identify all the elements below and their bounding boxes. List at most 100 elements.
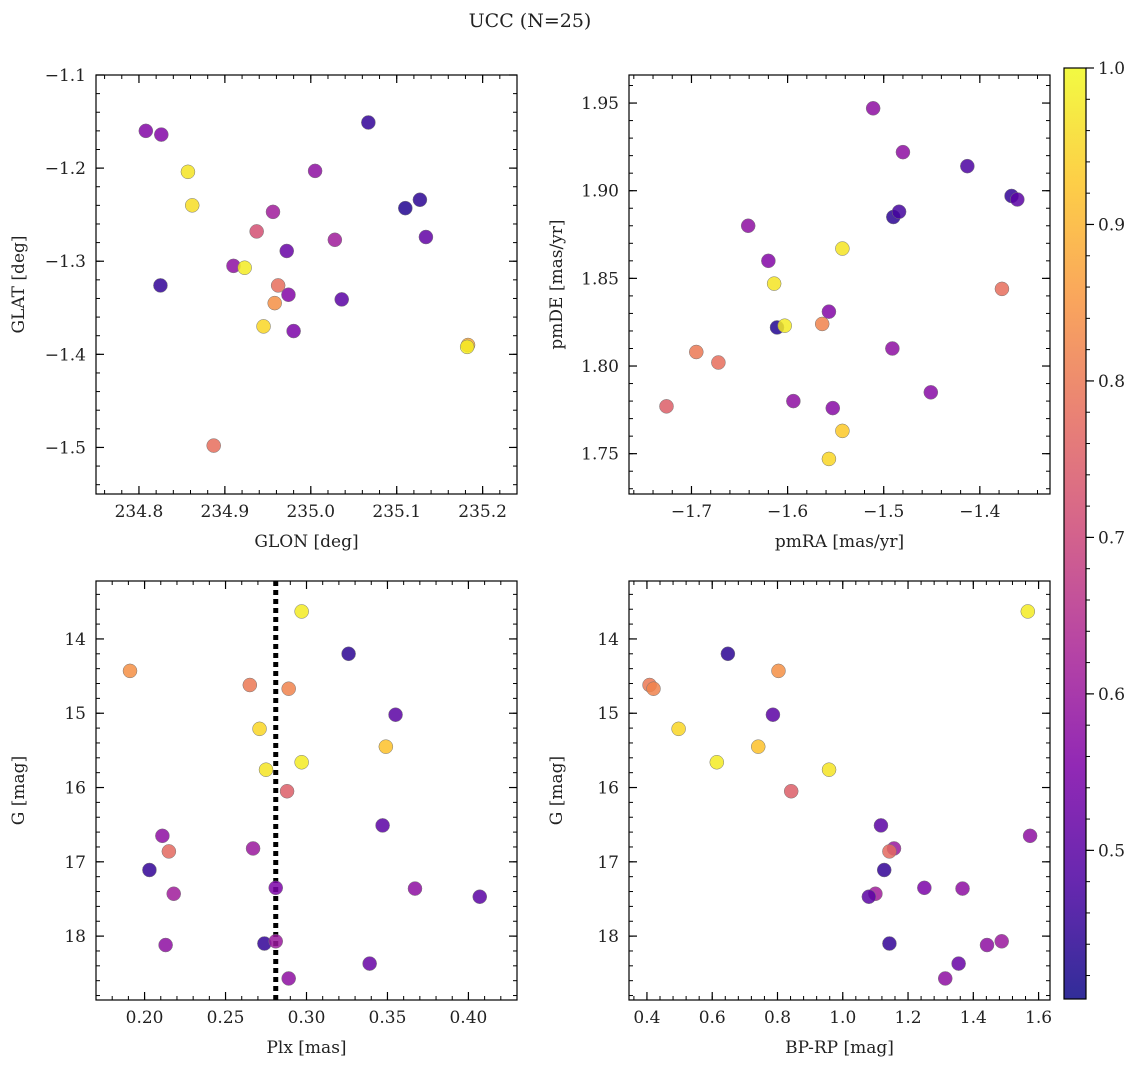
y-tick-label: 14 [597, 630, 619, 650]
data-point [245, 841, 261, 856]
data-point [821, 451, 837, 467]
data-point [281, 287, 296, 302]
data-point [166, 886, 181, 902]
y-tick-label: 16 [597, 779, 619, 799]
y-tick-label: 1.75 [581, 445, 619, 465]
data-point [258, 762, 274, 777]
data-point [265, 204, 281, 220]
y-tick-label: −1.1 [45, 66, 86, 86]
x-tick-label: −1.5 [863, 502, 904, 522]
data-point [472, 889, 488, 904]
data-point [256, 319, 271, 334]
y-tick-label: 15 [597, 704, 619, 724]
y-tick-label: 1.95 [581, 94, 619, 114]
colorbar-tick-label: 1.0 [1098, 59, 1125, 79]
data-point [138, 123, 154, 139]
data-point [267, 295, 282, 311]
x-tick-label: 0.8 [764, 1008, 791, 1028]
axes-frame [628, 74, 1051, 495]
y-tick-label: 18 [597, 927, 619, 947]
data-point [709, 755, 725, 770]
panel-bprp-g: 0.4 0.6 0.8 1.0 1.2 1.4 1.6 14 15 16 17 18 BP-RP [ma… [547, 580, 1052, 1058]
data-point [821, 762, 837, 777]
data-point [249, 224, 264, 239]
x-tick-label: 1.2 [895, 1008, 922, 1028]
x-tick-label: 0.25 [207, 1008, 245, 1028]
data-point [362, 956, 377, 971]
data-point [158, 937, 173, 953]
data-point [783, 783, 799, 799]
x-axis-label: Plx [mas] [266, 1038, 346, 1058]
x-tick-label: −1.7 [671, 502, 712, 522]
data-point [882, 936, 897, 951]
y-axis-label: pmDE [mas/yr] [547, 219, 567, 349]
data-point [1010, 192, 1025, 207]
data-point [885, 341, 900, 356]
data-point [891, 204, 907, 219]
colorbar-frame [1063, 67, 1087, 1000]
x-tick-label: 235.0 [286, 502, 335, 522]
data-point [882, 844, 897, 859]
x-tick-label: 0.4 [633, 1008, 660, 1028]
colorbar-tick-label: 0.7 [1098, 528, 1125, 548]
data-point [979, 937, 995, 953]
data-point [122, 663, 138, 679]
x-tick-label: 235.1 [372, 502, 421, 522]
y-tick-label: 17 [597, 853, 619, 873]
data-point [153, 278, 168, 293]
data-point [155, 828, 170, 844]
data-point [689, 344, 704, 360]
data-point [825, 400, 841, 416]
x-tick-label: 0.30 [288, 1008, 326, 1028]
y-tick-label: 17 [64, 853, 86, 873]
y-tick-label: −1.3 [45, 252, 86, 272]
x-tick-label: 1.6 [1025, 1008, 1052, 1028]
x-tick-label: 1.4 [960, 1008, 987, 1028]
x-tick-label: 1.0 [829, 1008, 856, 1028]
panel-glon-glat: 234.8 234.9 235.0 235.1 235.2 −1.1 −1.2 −1.3 −1.… [9, 66, 518, 552]
data-point [761, 253, 776, 269]
data-point [865, 101, 881, 116]
data-point [334, 292, 349, 307]
y-tick-label: 16 [64, 779, 86, 799]
data-point [180, 164, 196, 180]
y-axis-label: GLAT [deg] [9, 235, 29, 333]
data-point [923, 385, 939, 400]
y-axis-label: G [mag] [547, 756, 567, 825]
data-point [184, 198, 200, 213]
data-point [659, 399, 674, 414]
x-tick-label: 0.40 [449, 1008, 487, 1028]
data-point [268, 934, 283, 949]
data-point [777, 318, 792, 333]
y-tick-label: 1.80 [581, 357, 619, 377]
data-point [671, 721, 686, 737]
data-point [327, 232, 343, 248]
data-point [876, 862, 892, 878]
data-point [281, 971, 296, 986]
data-point [937, 971, 953, 986]
data-point [750, 739, 766, 754]
x-axis-label: pmRA [mas/yr] [775, 532, 904, 552]
data-point [766, 276, 782, 291]
data-point [771, 663, 786, 679]
colorbar-tick-label: 0.5 [1098, 841, 1125, 861]
panel-plx-g: 0.20 0.25 0.30 0.35 0.40 14 15 16 17 18 Plx [mas] G… [9, 580, 518, 1058]
x-tick-label: 234.9 [201, 502, 250, 522]
y-tick-label: 15 [64, 704, 86, 724]
data-point [307, 163, 323, 179]
y-tick-label: 14 [64, 630, 86, 650]
axes-frame [95, 580, 518, 1001]
data-point [873, 818, 889, 833]
data-point [861, 889, 877, 904]
data-point [378, 739, 394, 754]
data-point [294, 755, 309, 770]
data-point [388, 707, 403, 722]
x-tick-label: −1.4 [959, 502, 1000, 522]
data-point [154, 127, 169, 142]
data-point [646, 681, 661, 696]
y-tick-label: 1.90 [581, 182, 619, 202]
data-point [242, 677, 258, 693]
data-point [835, 241, 850, 256]
data-point [161, 844, 177, 859]
